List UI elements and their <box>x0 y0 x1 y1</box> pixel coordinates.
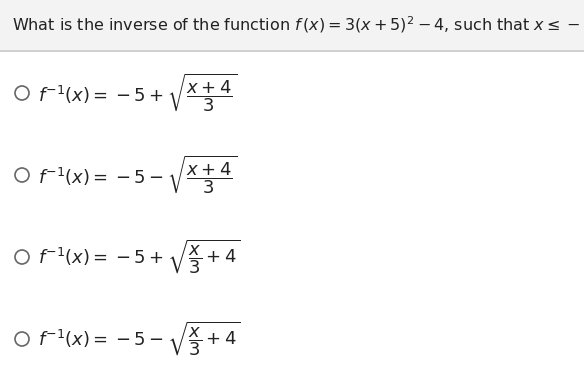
Bar <box>0 298 584 380</box>
Bar <box>0 216 584 298</box>
Bar <box>0 0 584 50</box>
Bar <box>0 134 584 136</box>
Bar <box>0 216 584 218</box>
Text: $f^{-1}(x)=-5-\sqrt{\dfrac{x+4}{3}}$: $f^{-1}(x)=-5-\sqrt{\dfrac{x+4}{3}}$ <box>38 154 237 196</box>
Text: $f^{-1}(x)=-5+\sqrt{\dfrac{x+4}{3}}$: $f^{-1}(x)=-5+\sqrt{\dfrac{x+4}{3}}$ <box>38 72 237 114</box>
Text: $f^{-1}(x)=-5+\sqrt{\dfrac{x}{3}+4}$: $f^{-1}(x)=-5+\sqrt{\dfrac{x}{3}+4}$ <box>38 238 240 276</box>
Text: What is the inverse of the function $f\,(x) = 3(x + 5)^2 - 4$, such that $x \leq: What is the inverse of the function $f\,… <box>12 15 584 35</box>
Bar <box>0 134 584 216</box>
Text: $f^{-1}(x)=-5-\sqrt{\dfrac{x}{3}+4}$: $f^{-1}(x)=-5-\sqrt{\dfrac{x}{3}+4}$ <box>38 320 240 358</box>
Bar <box>0 52 584 134</box>
Bar <box>0 50 584 52</box>
Bar <box>0 298 584 301</box>
